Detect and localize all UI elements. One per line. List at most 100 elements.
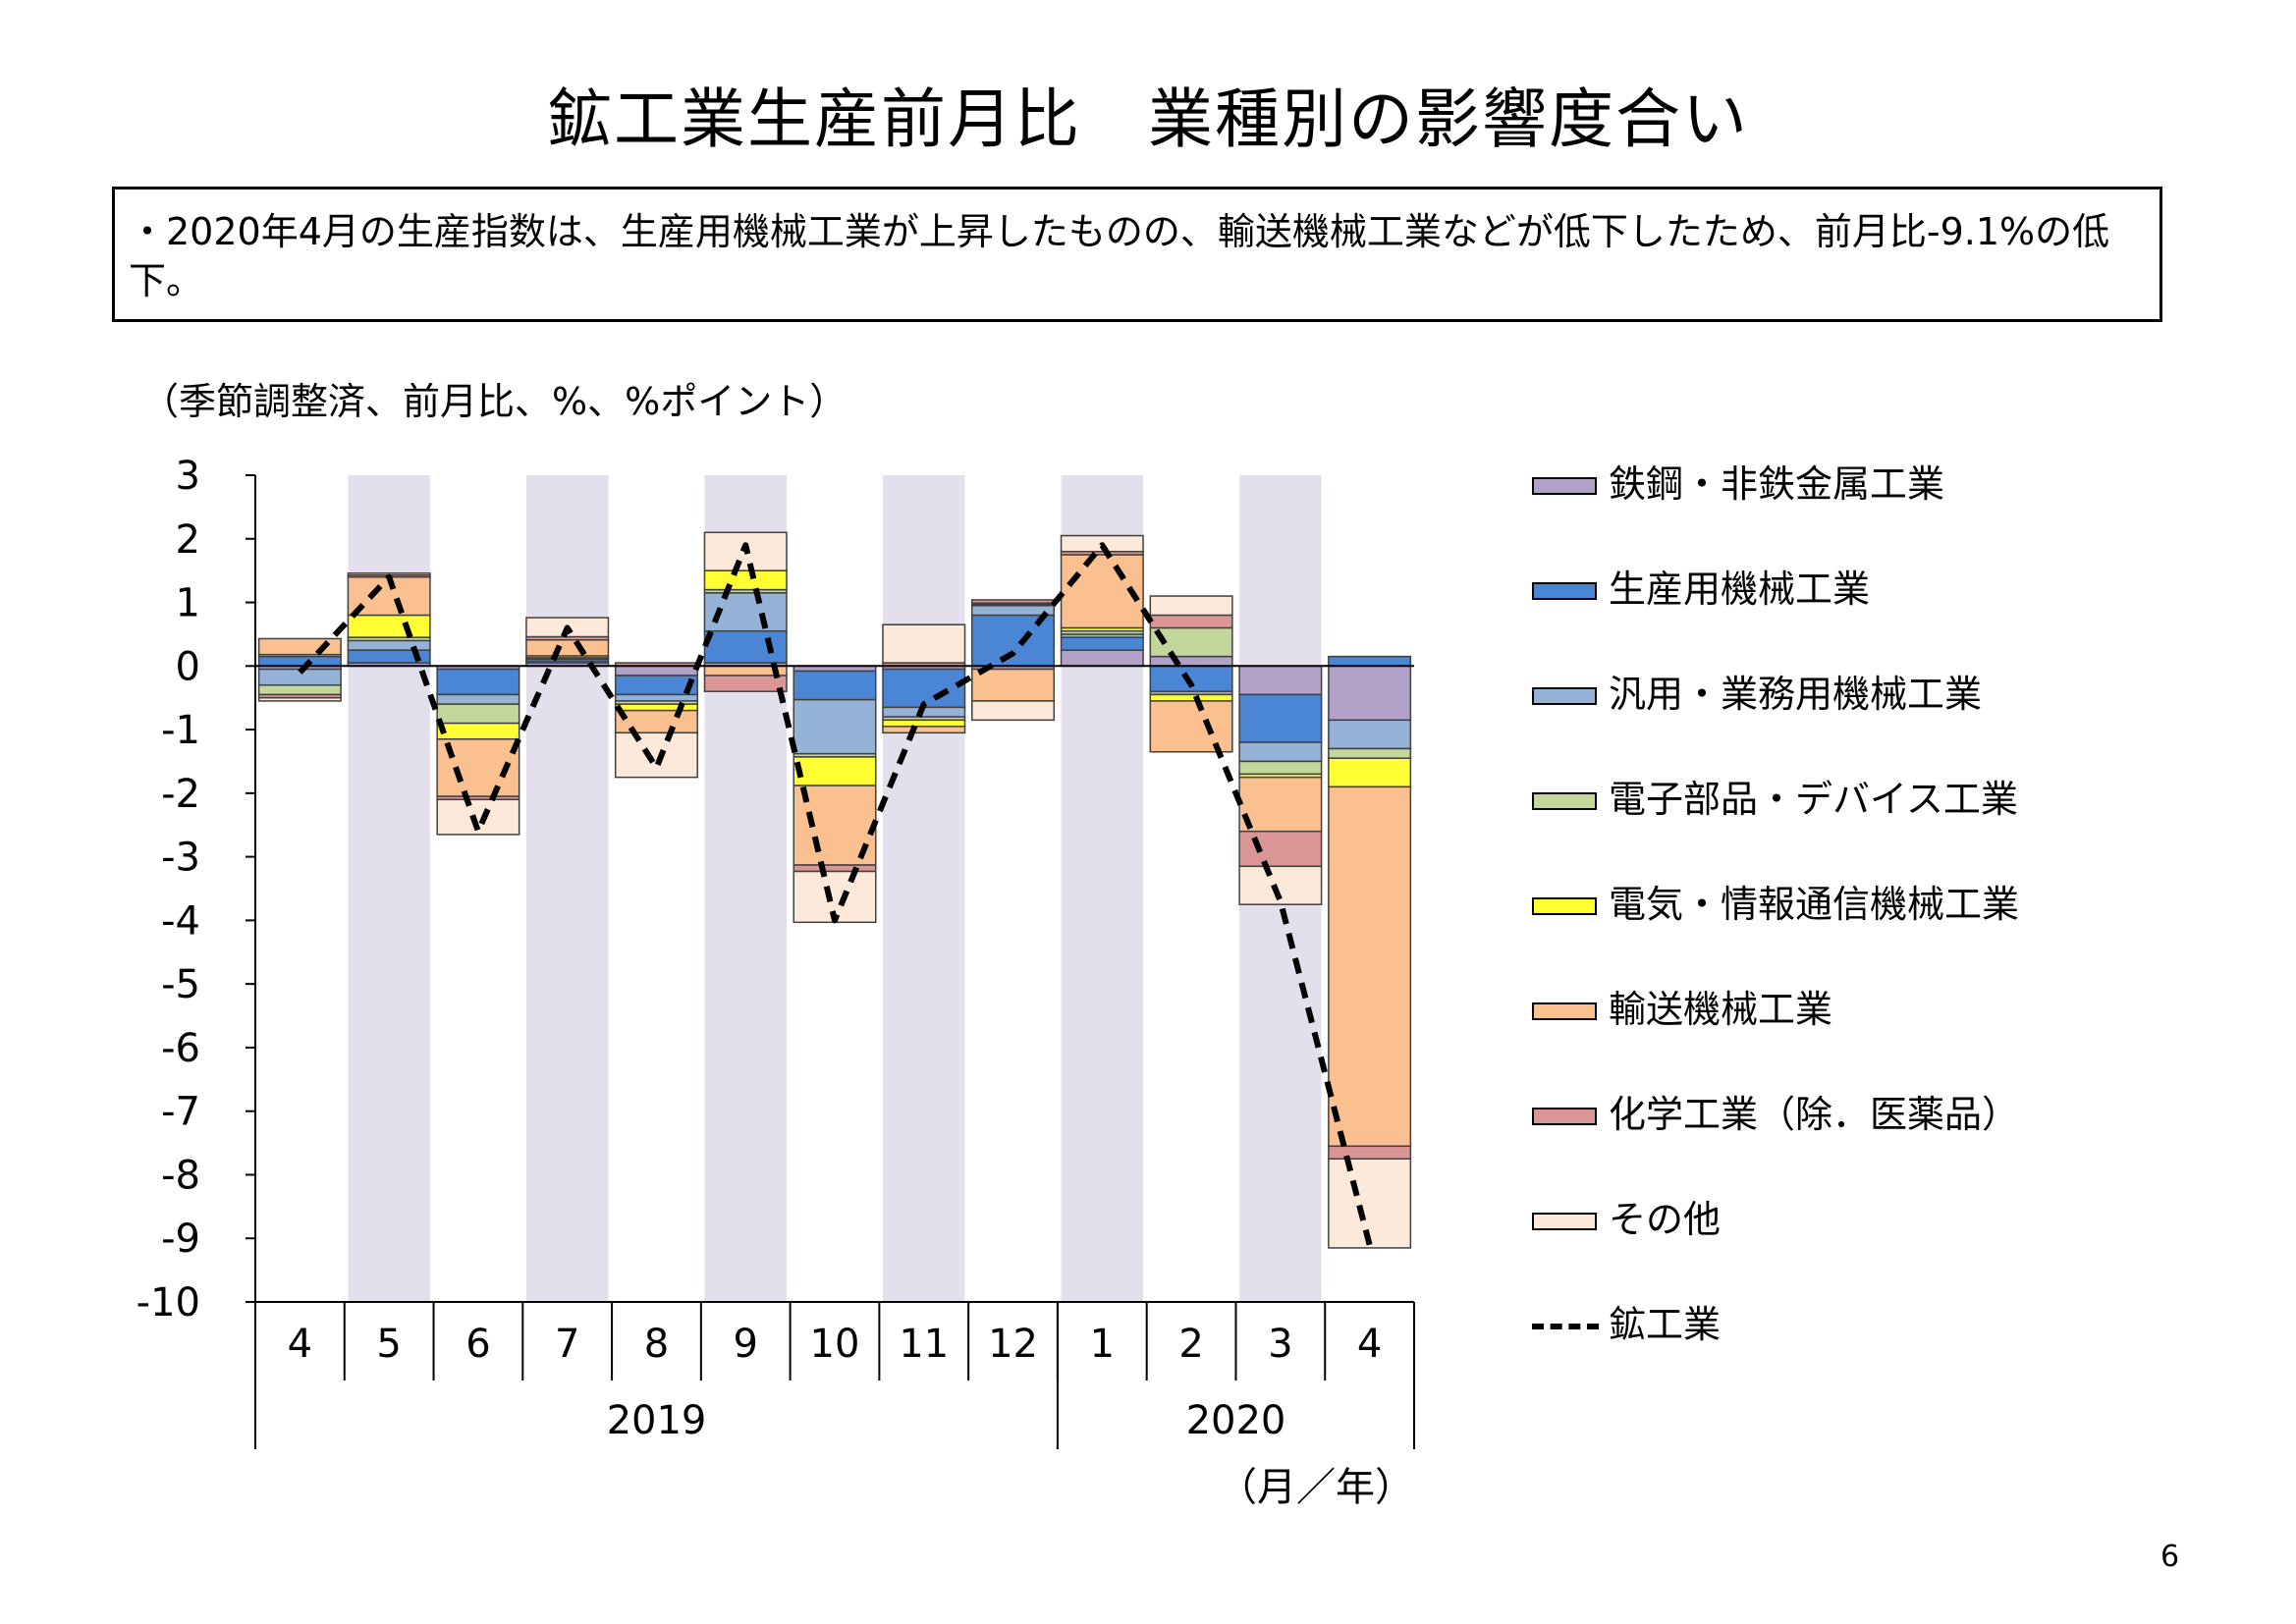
y-tick-label: -2 bbox=[161, 772, 200, 817]
x-tick-label: 2 bbox=[1178, 1322, 1203, 1367]
bar-segment bbox=[347, 639, 431, 651]
x-tick-label: 9 bbox=[734, 1322, 758, 1367]
legend-label: 生産用機械工業 bbox=[1609, 568, 1871, 611]
bar-segment bbox=[1060, 636, 1144, 651]
bar-segment bbox=[793, 864, 877, 873]
bar-segment bbox=[1149, 655, 1233, 668]
y-tick-label: 3 bbox=[176, 454, 200, 499]
bar-segment bbox=[347, 614, 431, 638]
bar-segment bbox=[436, 722, 520, 740]
bar-segment bbox=[1328, 785, 1412, 1148]
legend-swatch bbox=[1532, 1002, 1597, 1020]
bar-segment bbox=[257, 683, 342, 696]
bar-segment bbox=[614, 731, 698, 779]
year-label: 2019 bbox=[607, 1398, 707, 1443]
legend-label: 汎用・業務用機械工業 bbox=[1609, 673, 1983, 716]
bar-segment bbox=[882, 719, 966, 728]
bar-segment bbox=[1328, 665, 1412, 722]
bar-segment bbox=[793, 698, 877, 755]
bar-segment bbox=[1328, 1145, 1412, 1161]
legend-swatch bbox=[1532, 792, 1597, 810]
bar-segment bbox=[1238, 830, 1323, 868]
bar-segment bbox=[971, 700, 1056, 722]
total-line bbox=[298, 542, 1373, 1246]
bar-segment bbox=[971, 668, 1056, 702]
y-tick-label: -9 bbox=[161, 1217, 200, 1262]
y-tick-label: -7 bbox=[161, 1090, 200, 1135]
x-tick-label: 12 bbox=[988, 1322, 1038, 1367]
bar-segment bbox=[614, 703, 698, 712]
bar-segment bbox=[1238, 741, 1323, 763]
bar-segment bbox=[525, 639, 610, 657]
bar-segment bbox=[436, 703, 520, 725]
x-tick-label: 1 bbox=[1090, 1322, 1115, 1367]
x-tick-label: 5 bbox=[376, 1322, 401, 1367]
bar-segment bbox=[1149, 614, 1233, 629]
y-tick-label: -3 bbox=[161, 836, 200, 881]
legend-label: 鉄鋼・非鉄金属工業 bbox=[1609, 462, 1945, 506]
bar-segment bbox=[1149, 595, 1233, 617]
legend-swatch bbox=[1532, 1108, 1597, 1125]
x-tick-label: 7 bbox=[555, 1322, 579, 1367]
bar-segment bbox=[1238, 760, 1323, 776]
legend-label: 鉱工業 bbox=[1609, 1303, 1722, 1346]
bar-segment bbox=[257, 655, 342, 668]
y-tick-label: -5 bbox=[161, 962, 200, 1007]
year-label: 2020 bbox=[1186, 1398, 1286, 1443]
bar-segment bbox=[1238, 693, 1323, 743]
bar-segment bbox=[1328, 655, 1412, 668]
bar-segment bbox=[703, 569, 788, 591]
y-tick-label: 0 bbox=[176, 644, 200, 689]
bar-segment bbox=[1149, 700, 1233, 753]
bar-segment bbox=[257, 637, 342, 656]
x-tick-label: 4 bbox=[1357, 1322, 1382, 1367]
x-tick-label: 8 bbox=[644, 1322, 669, 1367]
bar-segment bbox=[1328, 747, 1412, 759]
x-tick-label: 6 bbox=[465, 1322, 490, 1367]
bar-segment bbox=[971, 605, 1056, 617]
bar-segment bbox=[1149, 693, 1233, 702]
page-title: 鉱工業生産前月比 業種別の影響度合い bbox=[547, 81, 1749, 157]
bar-segment bbox=[882, 623, 966, 664]
y-tick-label: -10 bbox=[137, 1280, 200, 1326]
bar-segment bbox=[257, 696, 342, 702]
legend-label: 電気・情報通信機械工業 bbox=[1609, 883, 2020, 926]
x-tick-label: 10 bbox=[810, 1322, 860, 1367]
legend-swatch bbox=[1532, 477, 1597, 495]
legend-label: 電子部品・デバイス工業 bbox=[1609, 778, 2018, 821]
y-unit-label: （季節調整済、前月比、%、%ポイント） bbox=[141, 380, 847, 423]
bar-segment bbox=[703, 675, 788, 692]
x-tick-label: 4 bbox=[288, 1322, 312, 1367]
bar-segment bbox=[1238, 665, 1323, 696]
legend-line-swatch bbox=[1532, 1324, 1599, 1329]
bar-segment bbox=[436, 693, 520, 705]
x-tick-label: 11 bbox=[899, 1322, 949, 1367]
bar-segment bbox=[614, 665, 698, 677]
bar-segment bbox=[703, 629, 788, 664]
bar-segment bbox=[1060, 649, 1144, 668]
y-tick-label: -6 bbox=[161, 1026, 200, 1071]
x-tick-label: 3 bbox=[1268, 1322, 1292, 1367]
bar-segment bbox=[1328, 757, 1412, 788]
bar-segment bbox=[614, 693, 698, 702]
shaded-band bbox=[883, 475, 965, 1302]
legend-swatch bbox=[1532, 687, 1597, 705]
bar-segment bbox=[1149, 665, 1233, 692]
y-tick-label: 2 bbox=[176, 517, 200, 563]
bar-segment bbox=[793, 670, 877, 701]
page-number: 6 bbox=[2160, 1540, 2180, 1574]
bar-segment bbox=[971, 599, 1056, 604]
y-tick-label: -4 bbox=[161, 898, 200, 944]
bar-segment bbox=[436, 668, 520, 696]
bar-segment bbox=[793, 756, 877, 786]
summary-box: ・2020年4月の生産指数は、生産用機械工業が上昇したものの、輸送機械工業などが… bbox=[112, 187, 2162, 322]
shaded-band bbox=[525, 475, 609, 1302]
legend-swatch bbox=[1532, 1213, 1597, 1230]
bar-segment bbox=[882, 726, 966, 734]
bar-segment bbox=[1328, 719, 1412, 750]
legend-label: その他 bbox=[1609, 1198, 1722, 1241]
y-tick-label: -8 bbox=[161, 1153, 200, 1198]
legend-label: 輸送機械工業 bbox=[1609, 988, 1833, 1031]
legend-swatch bbox=[1532, 582, 1597, 600]
